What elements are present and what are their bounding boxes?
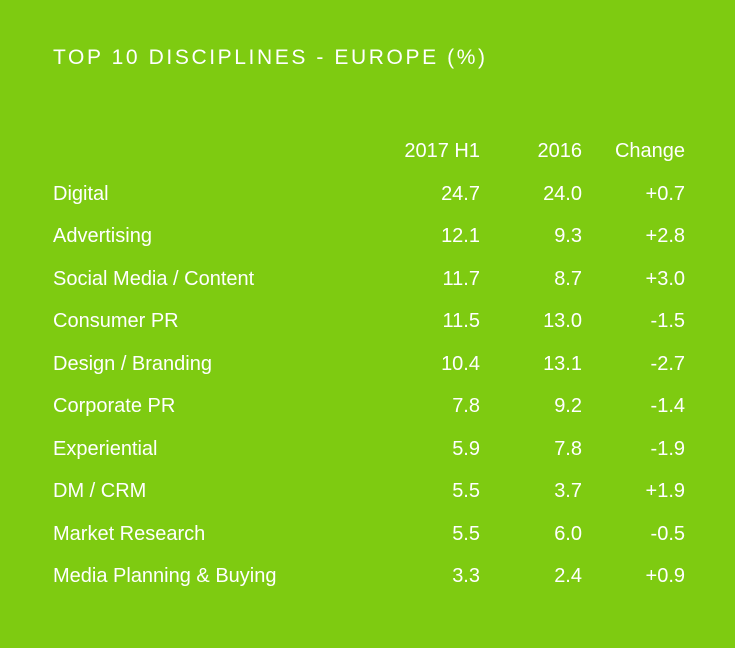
value-2017-h1-cell: 5.5 [452, 480, 480, 502]
table-row: Corporate PR 7.8 9.2 -1.4 [53, 385, 685, 428]
change-cell: -1.5 [650, 310, 685, 332]
change-cell: -0.5 [650, 522, 685, 545]
column-header-2016: 2016 [537, 140, 583, 162]
table-row: Experiential 5.9 7.8 -1.9 [53, 428, 685, 471]
value-2017-h1-cell: 11.5 [442, 310, 480, 332]
table-row: Media Planning & Buying 3.3 2.4 +0.9 [53, 555, 685, 598]
value-2017-h1-cell: 10.4 [441, 352, 480, 375]
change-cell: +0.7 [645, 182, 685, 205]
change-cell: -2.7 [650, 352, 685, 375]
value-2016-cell: 9.3 [554, 225, 582, 247]
value-2017-h1-cell: 11.7 [442, 267, 480, 290]
value-2017-h1-cell: 3.3 [452, 565, 480, 587]
table-header-row: 2017 H1 2016 Change [53, 130, 685, 173]
value-2016-cell: 24.0 [543, 182, 582, 205]
chart-title: TOP 10 DISCIPLINES - EUROPE (%) [53, 46, 488, 69]
value-2016-cell: 8.7 [554, 267, 582, 290]
discipline-name-cell: Consumer PR [53, 310, 179, 332]
change-cell: +3.0 [645, 267, 685, 290]
table-row: Digital 24.7 24.0 +0.7 [53, 173, 685, 216]
value-2016-cell: 9.2 [554, 395, 582, 417]
table-row: DM / CRM 5.5 3.7 +1.9 [53, 470, 685, 513]
table-row: Design / Branding 10.4 13.1 -2.7 [53, 343, 685, 386]
table-row: Market Research 5.5 6.0 -0.5 [53, 513, 685, 556]
discipline-name-cell: Design / Branding [53, 352, 212, 375]
table-row: Social Media / Content 11.7 8.7 +3.0 [53, 258, 685, 301]
value-2017-h1-cell: 24.7 [441, 182, 480, 205]
discipline-name-cell: Corporate PR [53, 395, 176, 417]
discipline-name-cell: Advertising [53, 225, 152, 247]
table-row: Consumer PR 11.5 13.0 -1.5 [53, 300, 685, 343]
change-cell: -1.4 [650, 395, 685, 417]
discipline-name-cell: Media Planning & Buying [53, 565, 277, 587]
discipline-name-cell: Market Research [53, 522, 206, 545]
value-2016-cell: 7.8 [554, 437, 582, 460]
column-header-change: Change [614, 140, 685, 162]
value-2016-cell: 2.4 [554, 565, 582, 587]
value-2017-h1-cell: 12.1 [441, 225, 480, 247]
value-2016-cell: 13.1 [543, 352, 582, 375]
disciplines-table: 2017 H1 2016 Change Digital 24.7 24.0 +0.7 A… [53, 130, 685, 598]
discipline-name-cell: Social Media / Content [53, 267, 255, 290]
change-cell: -1.9 [650, 437, 685, 460]
change-cell: +2.8 [645, 225, 685, 247]
discipline-name-cell: Experiential [53, 437, 158, 460]
change-cell: +0.9 [645, 565, 685, 587]
change-cell: +1.9 [645, 480, 685, 502]
value-2017-h1-cell: 5.5 [452, 522, 480, 545]
table-row: Advertising 12.1 9.3 +2.8 [53, 215, 685, 258]
value-2017-h1-cell: 5.9 [452, 437, 480, 460]
table-body: Digital 24.7 24.0 +0.7 Advertising 12.1 9.3 +2.… [53, 173, 685, 598]
discipline-name-cell: DM / CRM [53, 480, 147, 502]
value-2017-h1-cell: 7.8 [452, 395, 480, 417]
value-2016-cell: 6.0 [554, 522, 582, 545]
discipline-name-cell: Digital [53, 182, 109, 205]
value-2016-cell: 13.0 [543, 310, 582, 332]
column-header-2017-h1: 2017 H1 [404, 140, 480, 162]
value-2016-cell: 3.7 [554, 480, 582, 502]
